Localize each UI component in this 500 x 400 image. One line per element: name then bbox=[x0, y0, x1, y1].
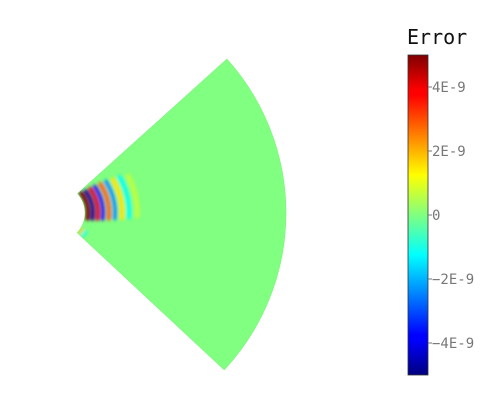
colorbar-tick-label: −2E-9 bbox=[432, 272, 474, 288]
oscillation-band bbox=[117, 175, 132, 220]
oscillation-band bbox=[98, 181, 112, 221]
colorbar-ticks: 4E-9 2E-9 0 −2E-9 −4E-9 bbox=[428, 80, 474, 352]
colorbar-tick-label: 0 bbox=[432, 208, 440, 224]
colorbar: Error 4E-9 2E-9 0 −2E-9 −4E-9 bbox=[407, 25, 474, 376]
error-oscillation-bands bbox=[77, 173, 140, 238]
colorbar-gradient bbox=[407, 54, 429, 376]
oscillation-band bbox=[125, 173, 140, 219]
oscillation-band bbox=[88, 186, 100, 221]
oscillation-band bbox=[92, 184, 105, 221]
colorbar-title: Error bbox=[407, 25, 467, 49]
colorbar-tick-label: −4E-9 bbox=[432, 336, 474, 352]
colorbar-tick-label: 4E-9 bbox=[432, 80, 466, 96]
oscillation-band bbox=[78, 191, 91, 221]
oscillation-band bbox=[103, 179, 118, 221]
colorbar-tick-label: 2E-9 bbox=[432, 144, 466, 160]
oscillation-band bbox=[80, 229, 88, 238]
error-field-sector bbox=[76, 58, 287, 371]
oscillation-band bbox=[83, 189, 95, 221]
oscillation-band bbox=[77, 227, 85, 235]
oscillation-band bbox=[110, 177, 125, 221]
